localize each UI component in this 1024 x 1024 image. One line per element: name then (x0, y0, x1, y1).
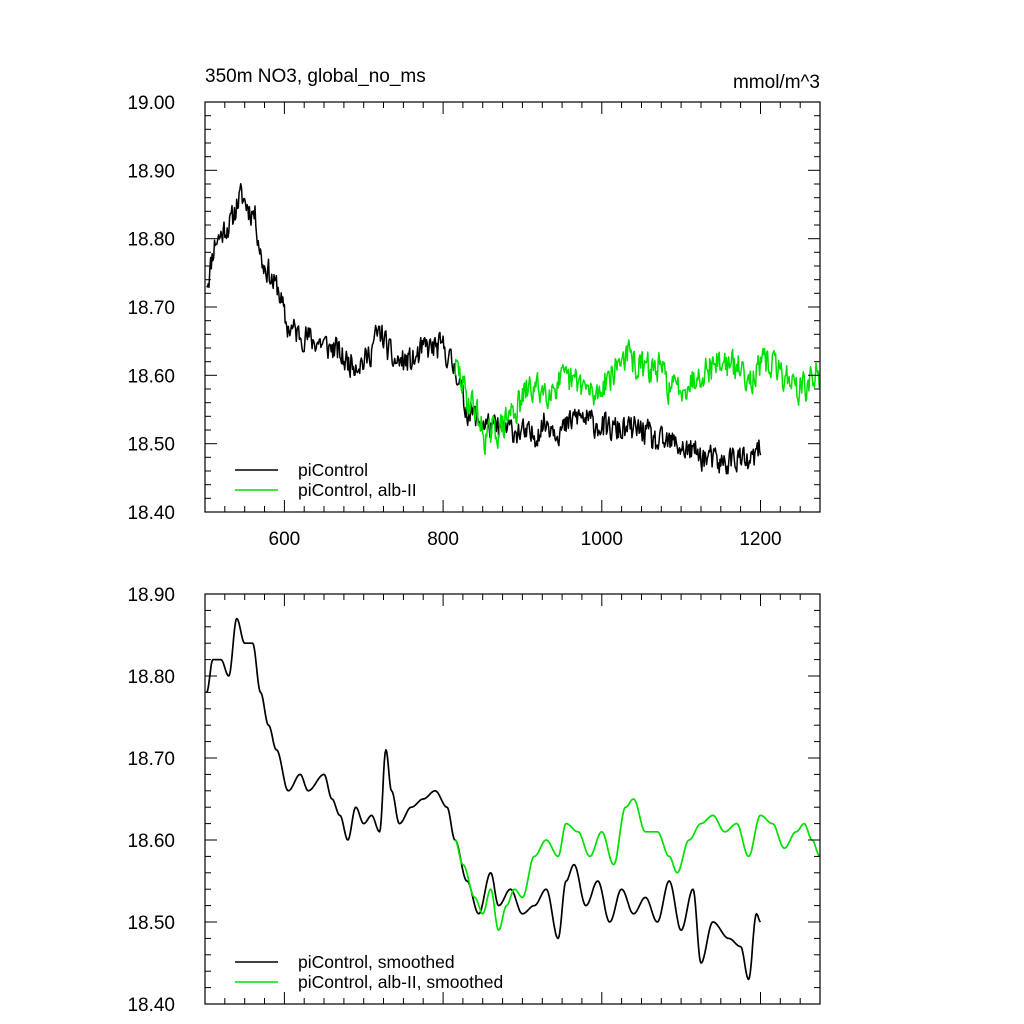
y-tick-label: 18.50 (127, 435, 175, 456)
legend-label: piControl, alb-II, smoothed (298, 972, 503, 992)
y-tick-label: 18.70 (127, 749, 175, 770)
tick-labels: 600 800 1000 1200 18.40 18.50 18.60 18.70 18.80 1… (127, 93, 781, 550)
y-tick-label: 18.70 (127, 298, 175, 319)
x-tick-label: 600 (269, 529, 301, 550)
x-tick-label: 1000 (581, 529, 623, 550)
series-line-2 (454, 798, 821, 932)
y-tick-label: 18.90 (127, 585, 175, 606)
legend-label: piControl, smoothed (298, 952, 455, 972)
y-tick-label: 18.60 (127, 366, 175, 387)
panels: 600 800 1000 120018.4018.5018.6018.7018.801… (127, 93, 821, 1016)
units-label: mmol/m^3 (733, 72, 820, 93)
plot-frame (204, 593, 821, 1005)
y-tick-label: 18.60 (127, 831, 175, 852)
plot-frame (204, 101, 821, 513)
y-tick-label: 18.80 (127, 230, 175, 251)
chart-panel-2: 18.40 18.50 18.60 18.70 18.80 18.90 piControl,… (127, 585, 821, 1016)
y-tick-label: 18.40 (127, 503, 175, 524)
series-line-1 (206, 183, 762, 475)
y-tick-label: 19.00 (127, 93, 175, 114)
legend-label: piControl, alb-II (298, 480, 417, 500)
chart-title: 350m NO3, global_no_ms (205, 66, 426, 87)
x-tick-label: 800 (427, 529, 459, 550)
y-tick-label: 18.40 (127, 995, 175, 1016)
tick-labels: 18.40 18.50 18.60 18.70 18.80 18.90 (127, 585, 175, 1016)
ticks (205, 593, 821, 1005)
plot-area (205, 617, 821, 981)
y-tick-label: 18.80 (127, 667, 175, 688)
chart-panel-1: 600 800 1000 1200 18.40 18.50 18.60 18.70 18.80 1… (127, 93, 821, 550)
series-line-2 (454, 339, 821, 456)
y-tick-label: 18.90 (127, 161, 175, 182)
y-tick-label: 18.50 (127, 913, 175, 934)
x-tick-label: 1200 (739, 529, 781, 550)
series-line-1 (205, 617, 762, 981)
ticks (205, 101, 821, 513)
legend-label: piControl (298, 460, 368, 480)
plot-area (206, 183, 821, 475)
